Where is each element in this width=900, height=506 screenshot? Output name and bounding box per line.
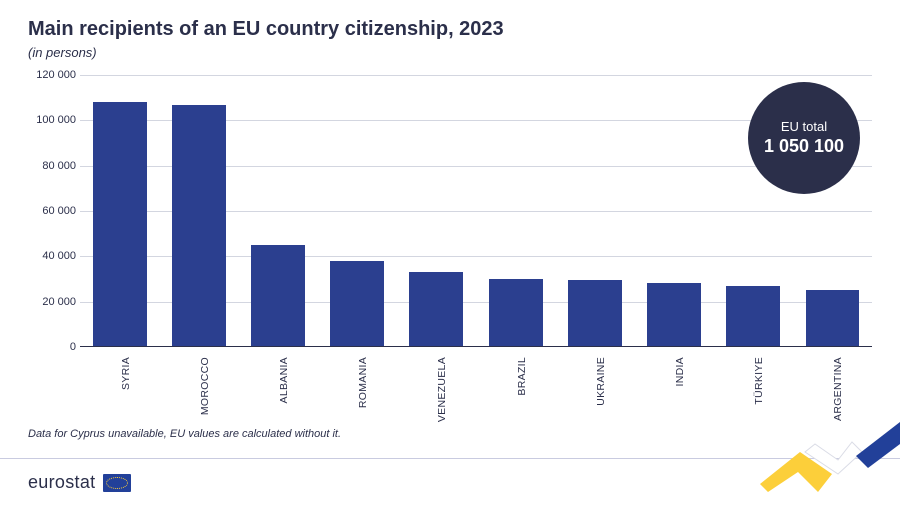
title-block: Main recipients of an EU country citizen… xyxy=(28,18,504,60)
bar xyxy=(568,280,622,346)
x-slot: SYRIA xyxy=(80,351,159,411)
y-tick-label: 100 000 xyxy=(28,114,76,126)
bar xyxy=(489,279,543,346)
bar-slot xyxy=(555,75,634,346)
bar xyxy=(251,245,305,346)
bar-slot xyxy=(634,75,713,346)
eurostat-brand: eurostat xyxy=(28,472,131,493)
x-slot: MOROCCO xyxy=(159,351,238,411)
badge-value: 1 050 100 xyxy=(764,136,844,157)
chart-area: 020 00040 00060 00080 000100 000120 000 … xyxy=(28,75,872,410)
x-slot: INDIA xyxy=(634,351,713,411)
badge-label: EU total xyxy=(781,119,827,134)
bar-slot xyxy=(80,75,159,346)
bar-slot xyxy=(476,75,555,346)
chart-subtitle: (in persons) xyxy=(28,45,504,60)
x-tick-label: SYRIA xyxy=(120,357,132,390)
x-tick-label: TÜRKIYE xyxy=(753,357,765,405)
y-tick-label: 80 000 xyxy=(28,160,76,172)
x-tick-label: ARGENTINA xyxy=(832,357,844,421)
x-slot: TÜRKIYE xyxy=(714,351,793,411)
chart-title: Main recipients of an EU country citizen… xyxy=(28,18,504,41)
bar-slot xyxy=(159,75,238,346)
y-tick-label: 20 000 xyxy=(28,296,76,308)
bar-slot xyxy=(238,75,317,346)
bar xyxy=(172,105,226,346)
eu-flag-icon xyxy=(103,474,131,492)
bar xyxy=(726,286,780,346)
x-tick-label: MOROCCO xyxy=(199,357,211,415)
x-slot: ALBANIA xyxy=(238,351,317,411)
bar xyxy=(330,261,384,346)
footer: eurostat xyxy=(0,458,900,506)
y-tick-label: 60 000 xyxy=(28,205,76,217)
bar-slot xyxy=(318,75,397,346)
eu-total-badge: EU total 1 050 100 xyxy=(748,82,860,194)
x-tick-label: ROMANIA xyxy=(357,357,369,408)
x-slot: VENEZUELA xyxy=(397,351,476,411)
footnote: Data for Cyprus unavailable, EU values a… xyxy=(28,428,341,440)
y-tick-label: 40 000 xyxy=(28,250,76,262)
x-tick-label: VENEZUELA xyxy=(436,357,448,422)
x-slot: ROMANIA xyxy=(318,351,397,411)
x-slot: UKRAINE xyxy=(555,351,634,411)
bar xyxy=(409,272,463,346)
x-tick-label: UKRAINE xyxy=(595,357,607,406)
bar xyxy=(647,283,701,346)
y-tick-label: 0 xyxy=(28,341,76,353)
bar xyxy=(93,102,147,346)
x-axis-labels: SYRIA MOROCCO ALBANIA ROMANIA VENEZUELA BRAZI… xyxy=(80,351,872,411)
y-tick-label: 120 000 xyxy=(28,69,76,81)
brand-text: eurostat xyxy=(28,472,95,493)
x-tick-label: BRAZIL xyxy=(516,357,528,396)
x-tick-label: ALBANIA xyxy=(278,357,290,403)
x-slot: ARGENTINA xyxy=(793,351,872,411)
bar-slot xyxy=(397,75,476,346)
bar xyxy=(806,290,860,346)
x-tick-label: INDIA xyxy=(674,357,686,387)
x-slot: BRAZIL xyxy=(476,351,555,411)
